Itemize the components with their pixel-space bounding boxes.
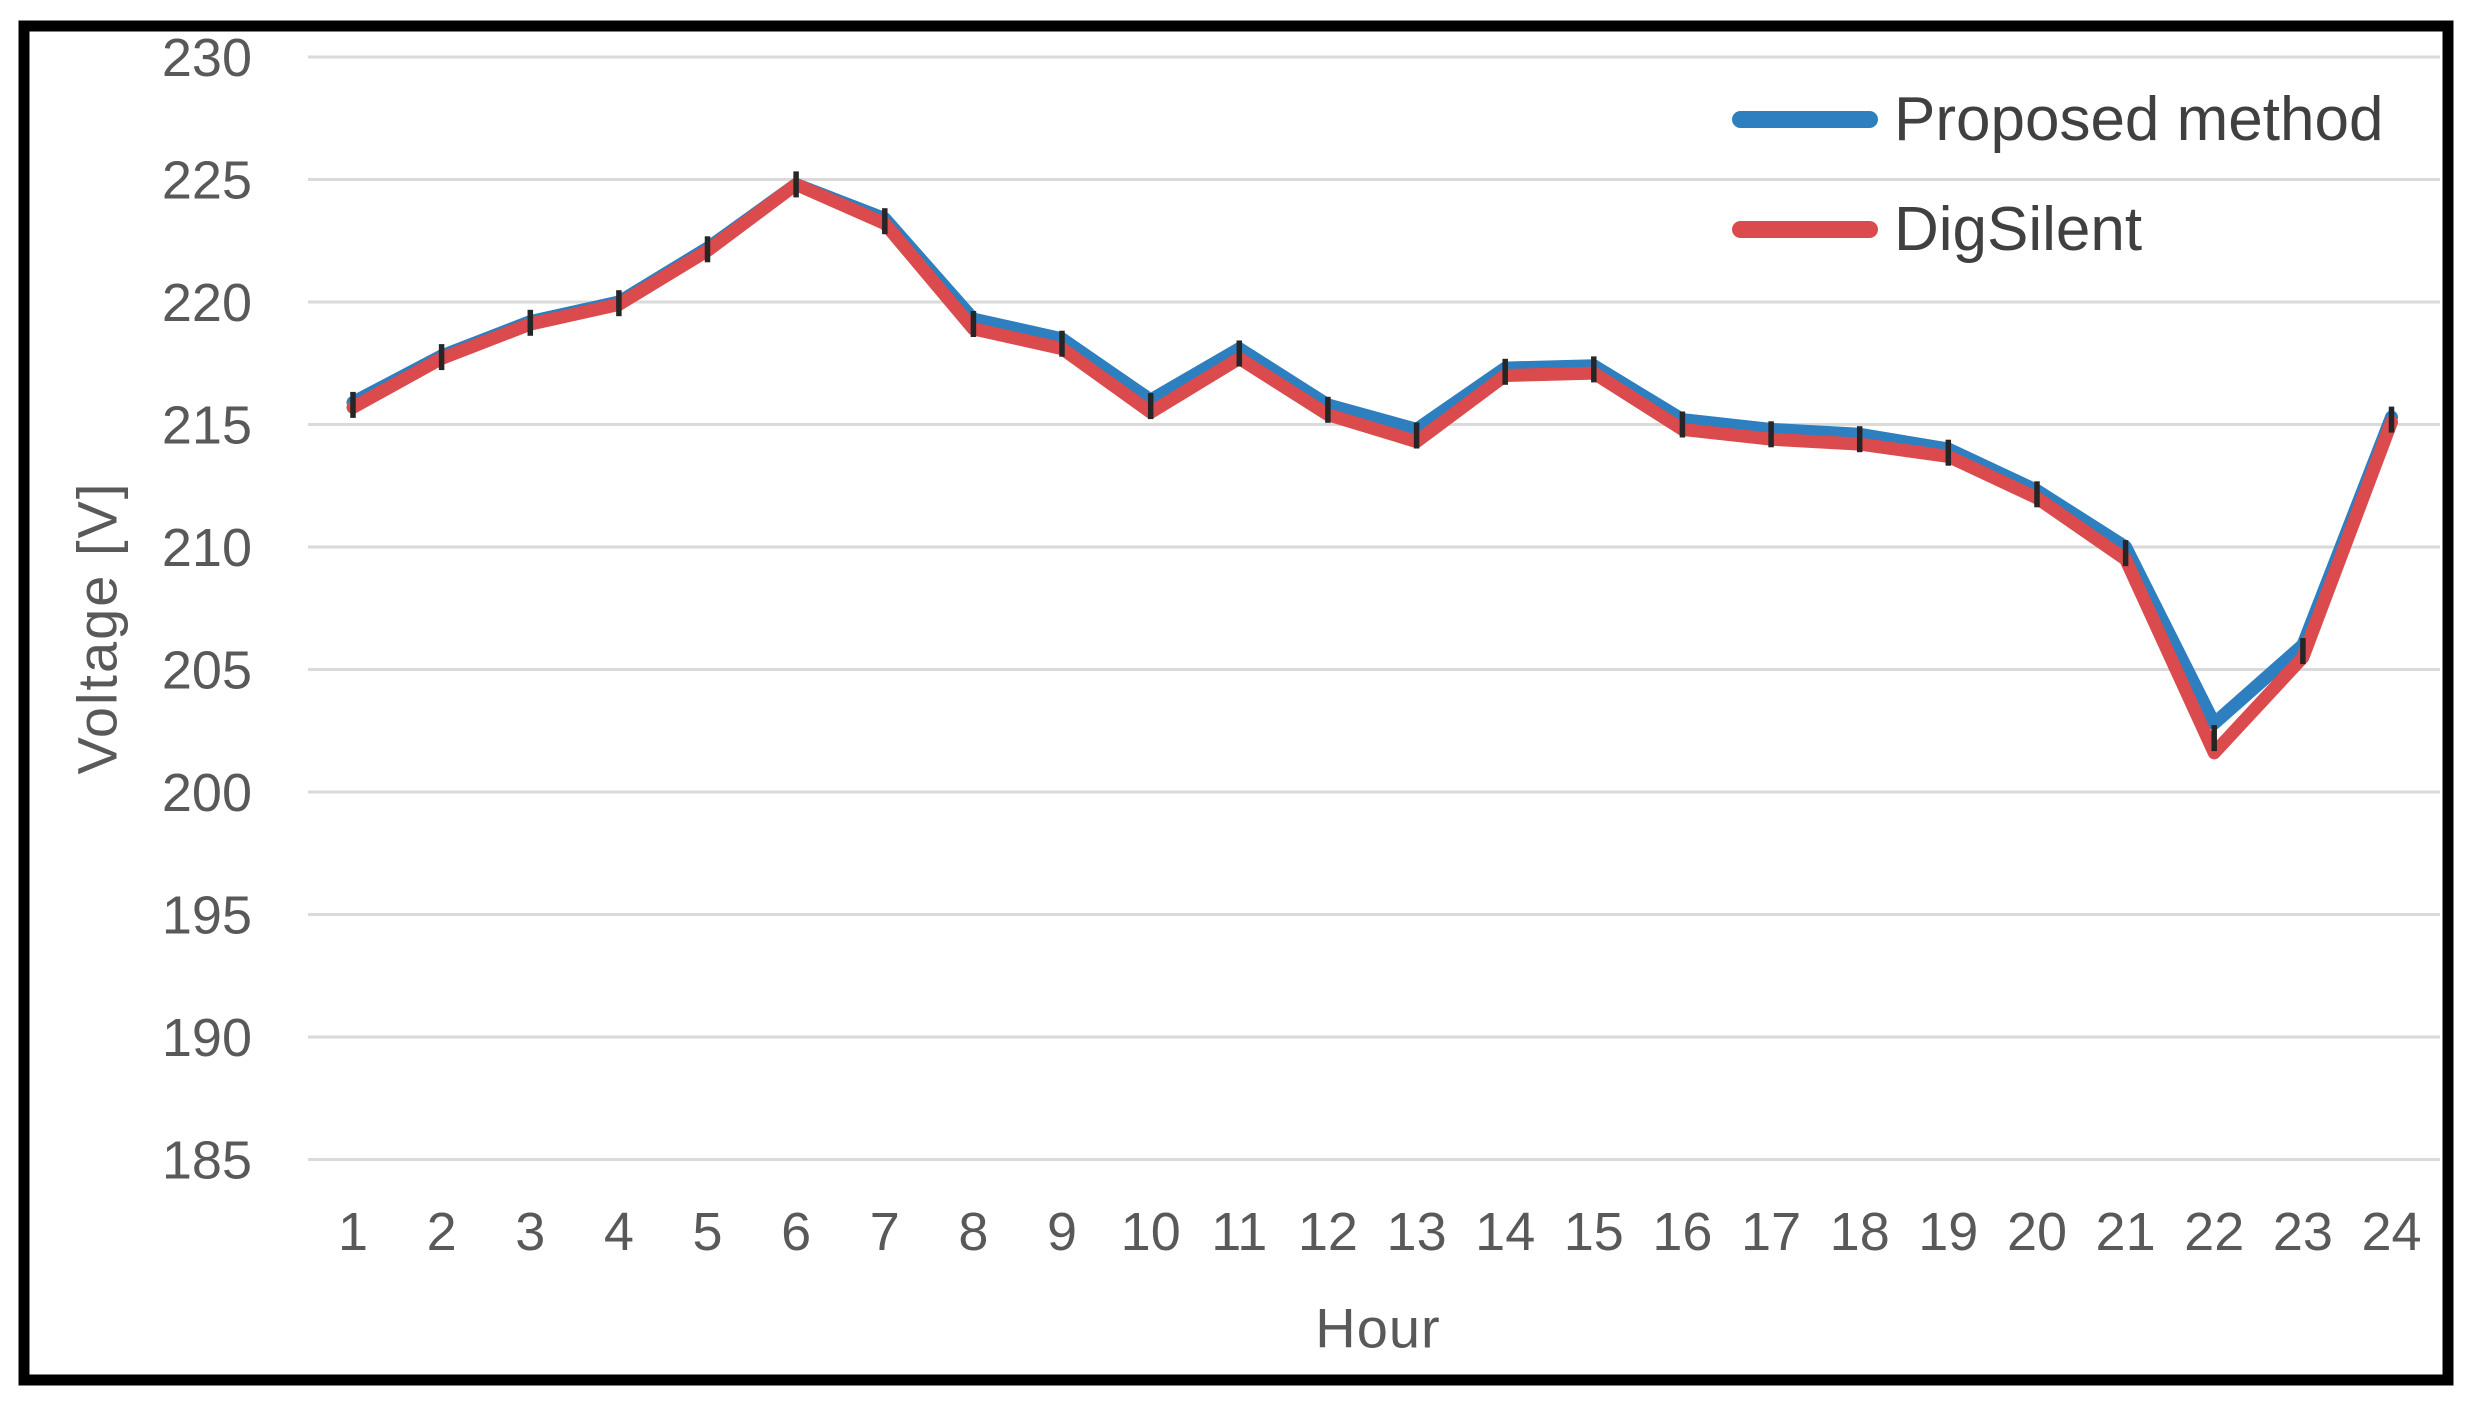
y-axis-title: Voltage [V] (65, 481, 129, 775)
x-tick-label-19: 19 (1918, 1202, 1978, 1262)
x-tick-label-5: 5 (692, 1202, 722, 1262)
x-tick-label-18: 18 (1830, 1202, 1890, 1262)
y-tick-label-210: 210 (162, 518, 252, 578)
x-tick-label-14: 14 (1475, 1202, 1535, 1262)
x-tick-label-10: 10 (1121, 1202, 1181, 1262)
y-tick-label-225: 225 (162, 151, 252, 211)
x-tick-label-23: 23 (2273, 1202, 2333, 1262)
y-tick-label-230: 230 (162, 28, 252, 88)
x-tick-label-15: 15 (1564, 1202, 1624, 1262)
y-tick-label-205: 205 (162, 641, 252, 701)
y-tick-label-185: 185 (162, 1131, 252, 1191)
x-tick-label-21: 21 (2096, 1202, 2156, 1262)
y-tick-label-200: 200 (162, 763, 252, 823)
legend-label-digsilent: DigSilent (1894, 194, 2143, 264)
y-tick-label-215: 215 (162, 396, 252, 456)
legend-item-proposed-method: Proposed method (1732, 84, 2383, 154)
y-tick-label-220: 220 (162, 273, 252, 333)
x-tick-label-8: 8 (958, 1202, 988, 1262)
x-tick-label-2: 2 (427, 1202, 457, 1262)
legend-swatch-digsilent (1732, 220, 1878, 238)
x-axis-title: Hour (1315, 1296, 1441, 1360)
x-tick-label-1: 1 (338, 1202, 368, 1262)
x-tick-label-22: 22 (2184, 1202, 2244, 1262)
x-tick-label-24: 24 (2361, 1202, 2421, 1262)
x-tick-label-4: 4 (604, 1202, 634, 1262)
series-line-proposed-method (346, 177, 2398, 730)
x-tick-label-12: 12 (1298, 1202, 1358, 1262)
y-tick-label-195: 195 (162, 886, 252, 946)
x-tick-label-16: 16 (1652, 1202, 1712, 1262)
legend: Proposed method DigSilent (1732, 84, 2383, 264)
chart-border (18, 20, 2454, 1386)
x-tick-label-17: 17 (1741, 1202, 1801, 1262)
y-tick-label-190: 190 (162, 1008, 252, 1068)
legend-item-digsilent: DigSilent (1732, 194, 2383, 264)
x-tick-label-6: 6 (781, 1202, 811, 1262)
x-tick-label-9: 9 (1047, 1202, 1077, 1262)
x-tick-label-3: 3 (515, 1202, 545, 1262)
legend-swatch-proposed-method (1732, 110, 1878, 128)
x-tick-label-13: 13 (1387, 1202, 1447, 1262)
x-tick-label-20: 20 (2007, 1202, 2067, 1262)
x-tick-label-11: 11 (1211, 1202, 1267, 1262)
legend-label-proposed-method: Proposed method (1894, 84, 2384, 154)
series-line-digsilent (346, 177, 2398, 760)
x-tick-label-7: 7 (870, 1202, 900, 1262)
